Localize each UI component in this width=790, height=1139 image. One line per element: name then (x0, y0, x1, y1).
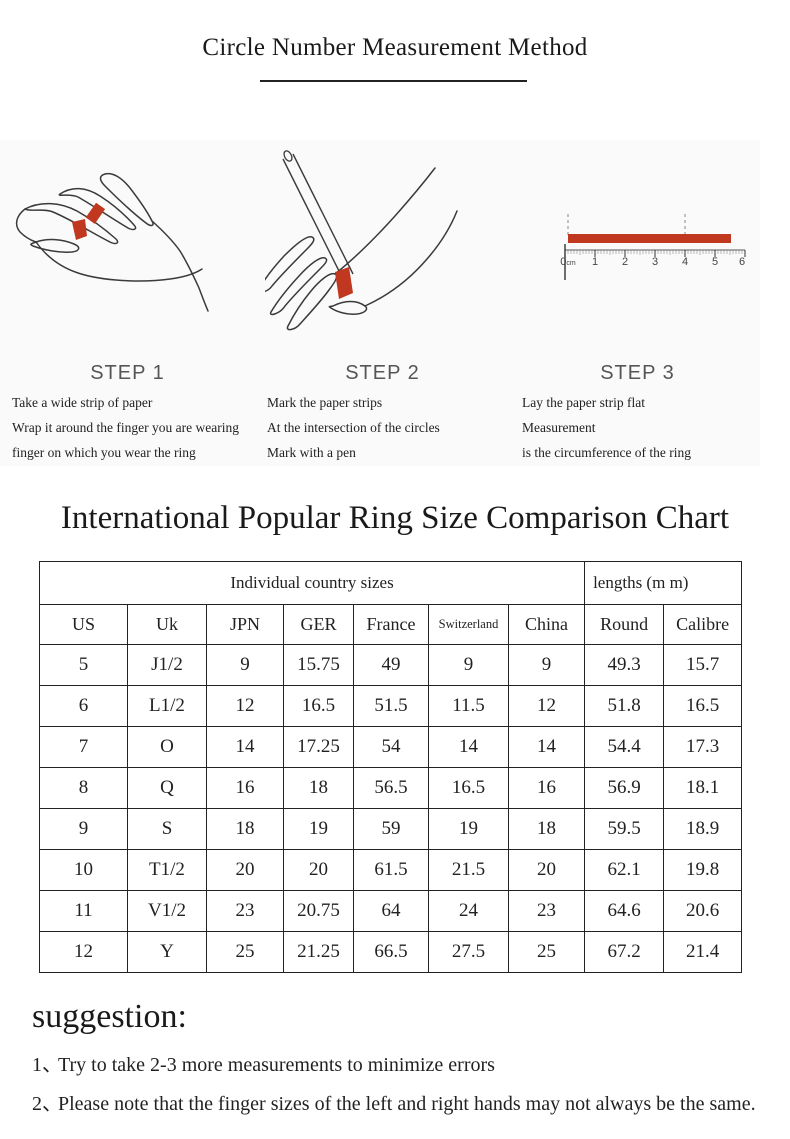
svg-text:2: 2 (622, 256, 628, 268)
svg-text:4: 4 (682, 256, 688, 268)
svg-text:1: 1 (592, 256, 598, 268)
svg-text:6: 6 (739, 256, 745, 268)
svg-text:5: 5 (712, 256, 718, 268)
svg-text:0cm: 0cm (560, 256, 576, 268)
svg-text:3: 3 (652, 256, 658, 268)
